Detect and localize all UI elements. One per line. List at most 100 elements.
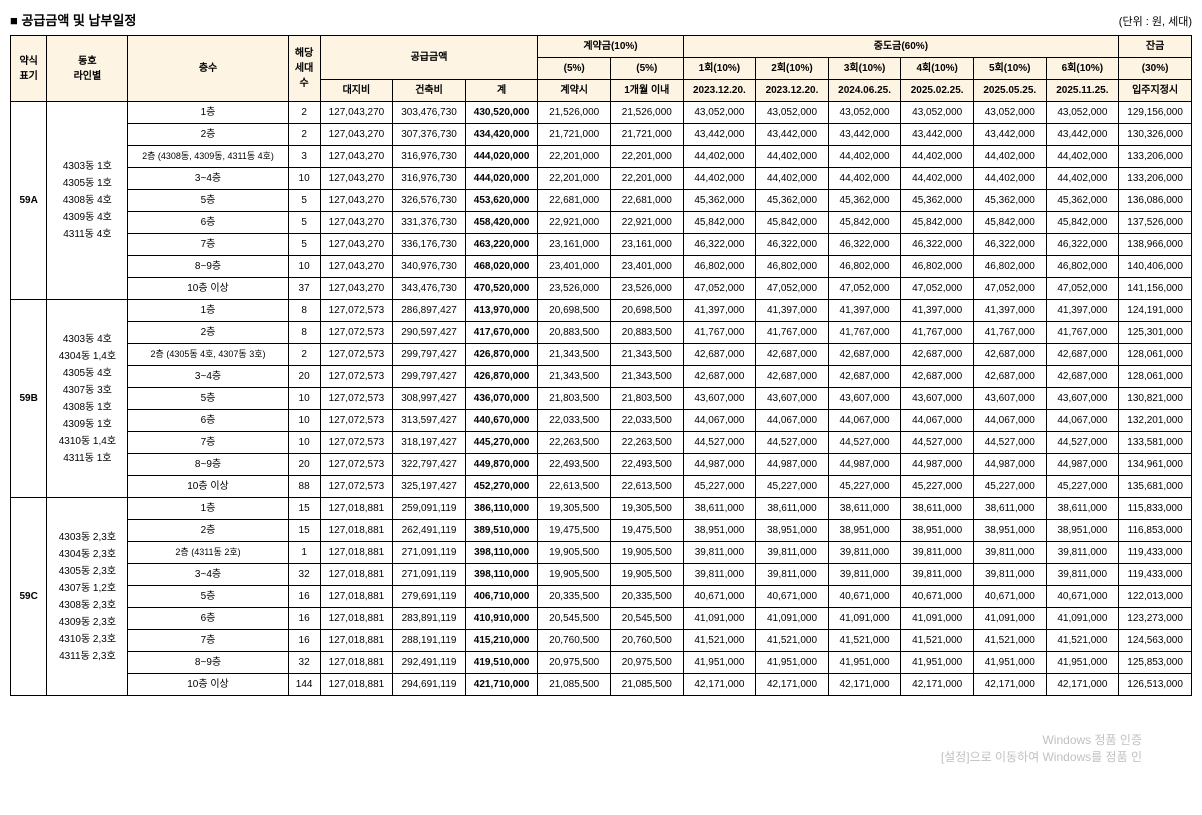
count-cell: 10	[288, 388, 320, 410]
mid5-cell: 43,052,000	[973, 102, 1046, 124]
balance-cell: 125,853,000	[1119, 652, 1192, 674]
mid5-cell: 41,091,000	[973, 608, 1046, 630]
th-d3: 2024.06.25.	[828, 80, 901, 102]
th-m5: 5회(10%)	[973, 58, 1046, 80]
contract2-cell: 20,698,500	[611, 300, 684, 322]
th-contract: 계약금(10%)	[538, 36, 683, 58]
mid1-cell: 44,402,000	[683, 146, 756, 168]
mid5-cell: 42,687,000	[973, 344, 1046, 366]
count-cell: 8	[288, 300, 320, 322]
mid1-cell: 41,521,000	[683, 630, 756, 652]
floor-cell: 1층	[128, 498, 288, 520]
mid6-cell: 47,052,000	[1046, 278, 1119, 300]
mid3-cell: 42,171,000	[828, 674, 901, 696]
floor-cell: 10층 이상	[128, 476, 288, 498]
mid3-cell: 43,052,000	[828, 102, 901, 124]
mid6-cell: 45,227,000	[1046, 476, 1119, 498]
mid5-cell: 41,767,000	[973, 322, 1046, 344]
mid1-cell: 46,322,000	[683, 234, 756, 256]
land-cell: 127,018,881	[320, 498, 393, 520]
contract2-cell: 21,721,000	[611, 124, 684, 146]
mid4-cell: 45,227,000	[901, 476, 974, 498]
count-cell: 16	[288, 630, 320, 652]
floor-cell: 2층 (4308동, 4309동, 4311동 4호)	[128, 146, 288, 168]
contract2-cell: 20,883,500	[611, 322, 684, 344]
contract2-cell: 20,760,500	[611, 630, 684, 652]
table-row: 7층5127,043,270336,176,730463,220,00023,1…	[11, 234, 1192, 256]
balance-cell: 126,513,000	[1119, 674, 1192, 696]
mid4-cell: 42,171,000	[901, 674, 974, 696]
contract2-cell: 23,526,000	[611, 278, 684, 300]
mid4-cell: 43,607,000	[901, 388, 974, 410]
balance-cell: 119,433,000	[1119, 564, 1192, 586]
total-cell: 440,670,000	[465, 410, 538, 432]
pricing-table: 약식표기 동호라인별 층수 해당세대수 공급금액 계약금(10%) 중도금(60…	[10, 35, 1192, 696]
th-m2: 2회(10%)	[756, 58, 829, 80]
mid1-cell: 45,842,000	[683, 212, 756, 234]
mid6-cell: 38,611,000	[1046, 498, 1119, 520]
mid3-cell: 43,607,000	[828, 388, 901, 410]
mid2-cell: 45,842,000	[756, 212, 829, 234]
mid2-cell: 41,767,000	[756, 322, 829, 344]
floor-cell: 3~4층	[128, 564, 288, 586]
count-cell: 10	[288, 432, 320, 454]
contract2-cell: 23,401,000	[611, 256, 684, 278]
th-count: 해당세대수	[288, 36, 320, 102]
mid2-cell: 40,671,000	[756, 586, 829, 608]
table-row: 7층16127,018,881288,191,119415,210,00020,…	[11, 630, 1192, 652]
land-cell: 127,043,270	[320, 124, 393, 146]
mid5-cell: 39,811,000	[973, 564, 1046, 586]
mid4-cell: 46,802,000	[901, 256, 974, 278]
mid3-cell: 44,987,000	[828, 454, 901, 476]
total-cell: 449,870,000	[465, 454, 538, 476]
contract1-cell: 20,698,500	[538, 300, 611, 322]
floor-cell: 1층	[128, 102, 288, 124]
total-cell: 426,870,000	[465, 366, 538, 388]
floor-cell: 1층	[128, 300, 288, 322]
land-cell: 127,018,881	[320, 564, 393, 586]
table-row: 6층5127,043,270331,376,730458,420,00022,9…	[11, 212, 1192, 234]
mid6-cell: 43,052,000	[1046, 102, 1119, 124]
mid6-cell: 42,171,000	[1046, 674, 1119, 696]
windows-watermark: Windows 정품 인증 [설정]으로 이동하여 Windows를 정품 인	[941, 731, 1142, 765]
mid2-cell: 43,052,000	[756, 102, 829, 124]
balance-cell: 132,201,000	[1119, 410, 1192, 432]
contract1-cell: 20,760,500	[538, 630, 611, 652]
build-cell: 299,797,427	[393, 344, 466, 366]
land-cell: 127,043,270	[320, 256, 393, 278]
th-c5a: (5%)	[538, 58, 611, 80]
table-row: 6층10127,072,573313,597,427440,670,00022,…	[11, 410, 1192, 432]
floor-cell: 6층	[128, 212, 288, 234]
mid1-cell: 46,802,000	[683, 256, 756, 278]
mid2-cell: 46,322,000	[756, 234, 829, 256]
mid5-cell: 42,687,000	[973, 366, 1046, 388]
land-cell: 127,018,881	[320, 520, 393, 542]
mid5-cell: 47,052,000	[973, 278, 1046, 300]
total-cell: 453,620,000	[465, 190, 538, 212]
floor-cell: 7층	[128, 630, 288, 652]
mid2-cell: 38,951,000	[756, 520, 829, 542]
count-cell: 37	[288, 278, 320, 300]
mid2-cell: 45,227,000	[756, 476, 829, 498]
mid5-cell: 41,397,000	[973, 300, 1046, 322]
total-cell: 470,520,000	[465, 278, 538, 300]
contract2-cell: 21,526,000	[611, 102, 684, 124]
build-cell: 316,976,730	[393, 146, 466, 168]
mid3-cell: 45,362,000	[828, 190, 901, 212]
contract1-cell: 23,526,000	[538, 278, 611, 300]
floor-cell: 8~9층	[128, 652, 288, 674]
contract2-cell: 19,905,500	[611, 542, 684, 564]
th-line: 동호라인별	[47, 36, 128, 102]
floor-cell: 3~4층	[128, 168, 288, 190]
contract1-cell: 20,975,500	[538, 652, 611, 674]
total-cell: 468,020,000	[465, 256, 538, 278]
type-cell: 59B	[11, 300, 47, 498]
th-type: 약식표기	[11, 36, 47, 102]
total-cell: 398,110,000	[465, 564, 538, 586]
table-row: 2층15127,018,881262,491,119389,510,00019,…	[11, 520, 1192, 542]
th-floor: 층수	[128, 36, 288, 102]
contract1-cell: 20,545,500	[538, 608, 611, 630]
mid5-cell: 44,987,000	[973, 454, 1046, 476]
mid6-cell: 44,987,000	[1046, 454, 1119, 476]
mid2-cell: 45,362,000	[756, 190, 829, 212]
